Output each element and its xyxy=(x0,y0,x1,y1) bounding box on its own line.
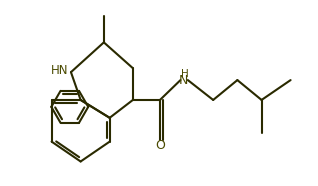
Text: HN: HN xyxy=(51,64,68,77)
Text: N: N xyxy=(179,74,188,87)
Text: O: O xyxy=(155,139,165,152)
Text: H: H xyxy=(181,69,189,79)
